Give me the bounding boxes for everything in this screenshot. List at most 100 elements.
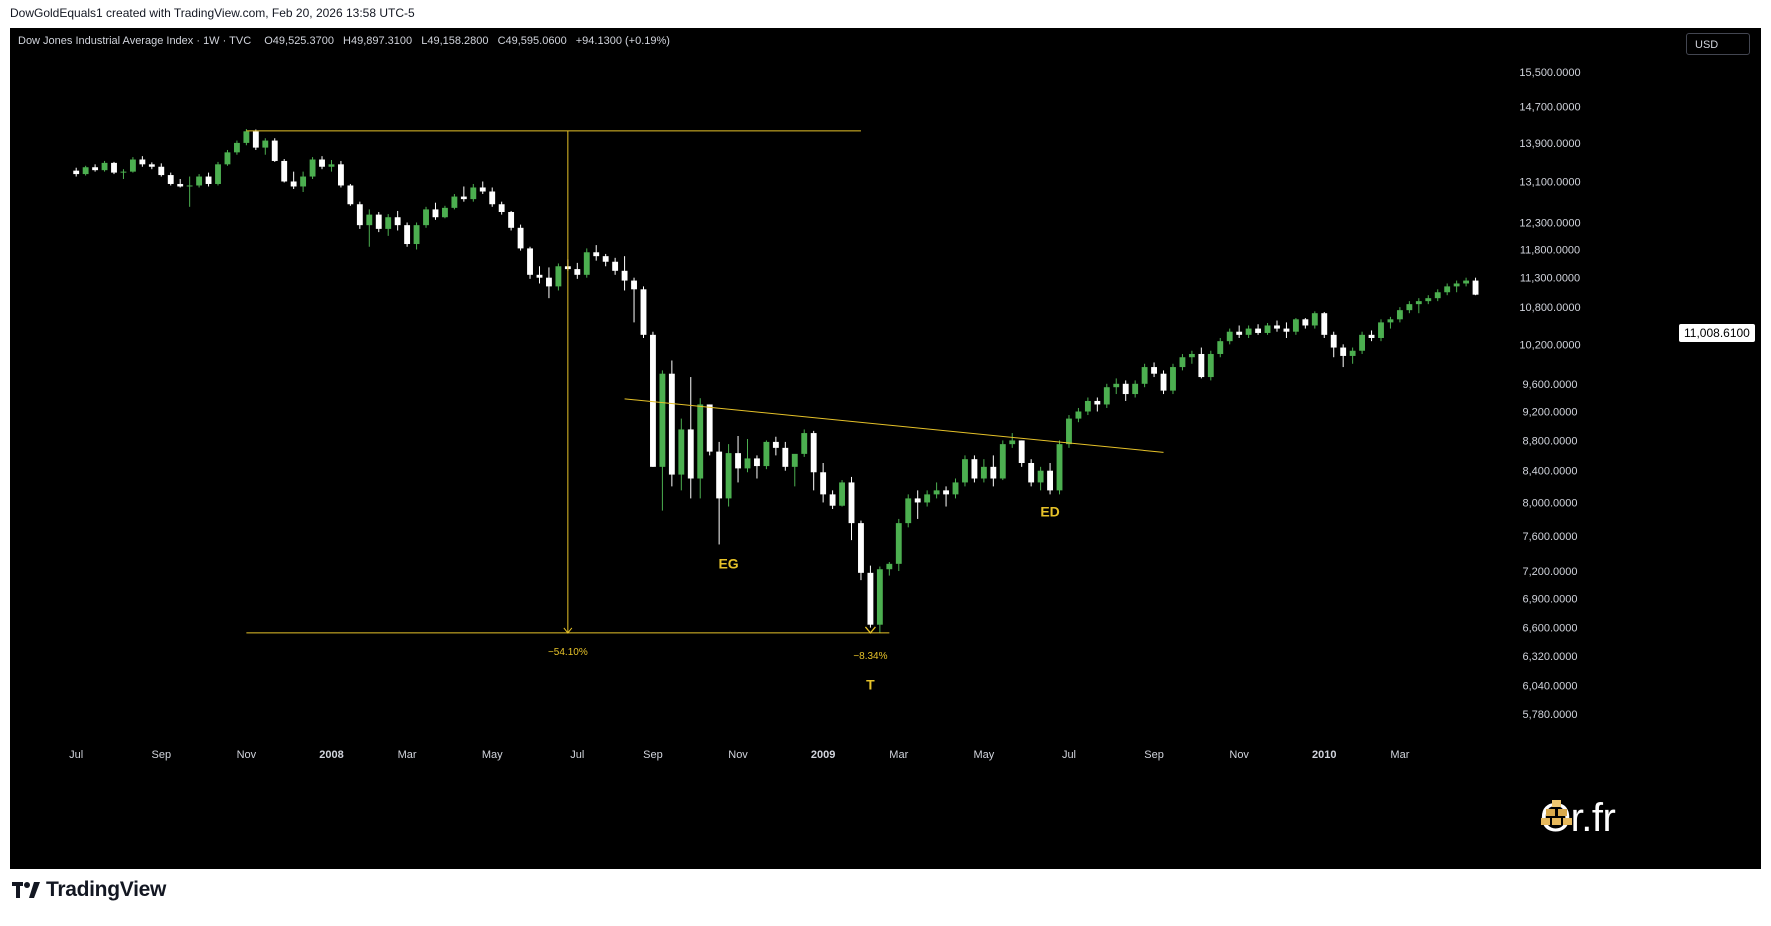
candle-body [186, 185, 193, 187]
candle-body [1415, 301, 1422, 305]
candle-body [309, 159, 316, 177]
candle-up [1056, 440, 1063, 495]
candle-down [489, 187, 496, 207]
tradingview-logo-text: TradingView [46, 878, 167, 901]
candle-body [933, 490, 940, 495]
candle-body [612, 261, 619, 271]
y-tick-label: 9,200.0000 [1522, 406, 1577, 418]
y-tick-label: 8,000.0000 [1522, 497, 1577, 509]
candle-down [1236, 325, 1243, 338]
x-tick-label: 2008 [319, 749, 343, 761]
candle-body [460, 196, 467, 200]
candle-up [791, 453, 798, 487]
high-label: H [343, 35, 351, 47]
candle-body [943, 490, 949, 495]
candle-body [1217, 341, 1224, 354]
candle-down [1028, 459, 1035, 487]
candle-body [829, 494, 836, 506]
candle-down [394, 210, 401, 231]
candle-down [148, 162, 155, 170]
candle-body [432, 209, 439, 218]
x-tick-label: Jul [570, 749, 584, 761]
y-tick-label: 11,800.0000 [1520, 245, 1580, 257]
candle-body [971, 459, 978, 479]
chart-attribution: DowGoldEquals1 created with TradingView.… [10, 6, 415, 20]
candle-body [1018, 440, 1025, 464]
candle-body [347, 185, 354, 205]
candle-body [1444, 286, 1451, 293]
candle-up [451, 194, 458, 210]
candle-body [215, 164, 221, 184]
candle-body [536, 274, 543, 278]
candle-body [1009, 440, 1016, 445]
candle-body [1056, 444, 1063, 491]
candle-body [583, 252, 590, 275]
candle-up [1311, 311, 1318, 329]
candle-body [763, 441, 770, 467]
candle-body [82, 167, 89, 175]
candle-body [1226, 331, 1233, 342]
candle-down [990, 455, 997, 487]
y-tick-label: 12,300.0000 [1519, 217, 1580, 229]
candle-down [631, 277, 637, 323]
candle-up [659, 370, 666, 511]
y-tick-label: 6,040.0000 [1522, 680, 1577, 692]
candle-body [479, 187, 486, 192]
candle-up [385, 214, 392, 236]
candle-body [801, 433, 808, 454]
candle-body [867, 572, 874, 625]
candle-down [914, 490, 921, 519]
candle-up [725, 444, 732, 507]
candle-up [678, 418, 685, 491]
candle-down [706, 404, 713, 456]
candle-body [498, 204, 505, 213]
candle-down [1472, 277, 1479, 296]
candle-up [1226, 328, 1233, 345]
candle-body [1378, 322, 1384, 338]
candle-body [224, 152, 231, 165]
candle-down [167, 172, 174, 186]
candle-down [205, 172, 212, 187]
candle-up [1415, 298, 1422, 314]
x-tick-label: 2009 [811, 749, 835, 761]
tradingview-logo[interactable]: TradingView [12, 878, 166, 902]
candle-body [1406, 304, 1413, 311]
currency-selector[interactable]: USD [1686, 33, 1750, 55]
candle-body [517, 227, 524, 249]
candle-body [205, 176, 212, 184]
candle-body [1472, 280, 1479, 295]
y-tick-label: 11,300.0000 [1520, 273, 1580, 285]
x-tick-label: Mar [889, 749, 908, 761]
candle-up [1463, 277, 1470, 287]
candle-up [470, 183, 477, 202]
candle-up [555, 263, 562, 291]
candle-body [1198, 353, 1205, 378]
candle-down [281, 159, 288, 183]
low-arrow-head [864, 626, 876, 634]
candle-body [271, 140, 278, 161]
candle-up [224, 149, 231, 166]
candle-body [385, 217, 392, 229]
last-price-tag: 11,008.6100 [1679, 324, 1755, 342]
y-tick-label: 14,700.0000 [1519, 101, 1580, 113]
candle-body [337, 164, 344, 186]
y-tick-label: 8,400.0000 [1522, 466, 1577, 478]
candle-up [1066, 415, 1072, 448]
candle-up [1141, 363, 1148, 388]
candle-up [1292, 318, 1299, 335]
candle-down [337, 160, 344, 188]
chart-panel[interactable]: 15,500.0000 14,700.0000 13,900.0000 13,100.… [10, 28, 1761, 869]
candlestick-chart[interactable]: 15,500.0000 14,700.0000 13,900.0000 13,100.… [10, 28, 1761, 869]
candle-body [820, 472, 827, 495]
candle-body [1274, 325, 1280, 329]
candle-up [1103, 383, 1110, 408]
candle-body [404, 225, 411, 245]
candle-up [1188, 350, 1195, 364]
candle-down [1330, 331, 1337, 358]
close-label: C [497, 35, 506, 47]
candle-down [772, 436, 779, 456]
candle-down [479, 181, 486, 195]
candle-body [555, 266, 562, 287]
measure-percent-label: −54.10% [548, 647, 588, 658]
y-tick-label: 6,320.0000 [1522, 651, 1577, 663]
